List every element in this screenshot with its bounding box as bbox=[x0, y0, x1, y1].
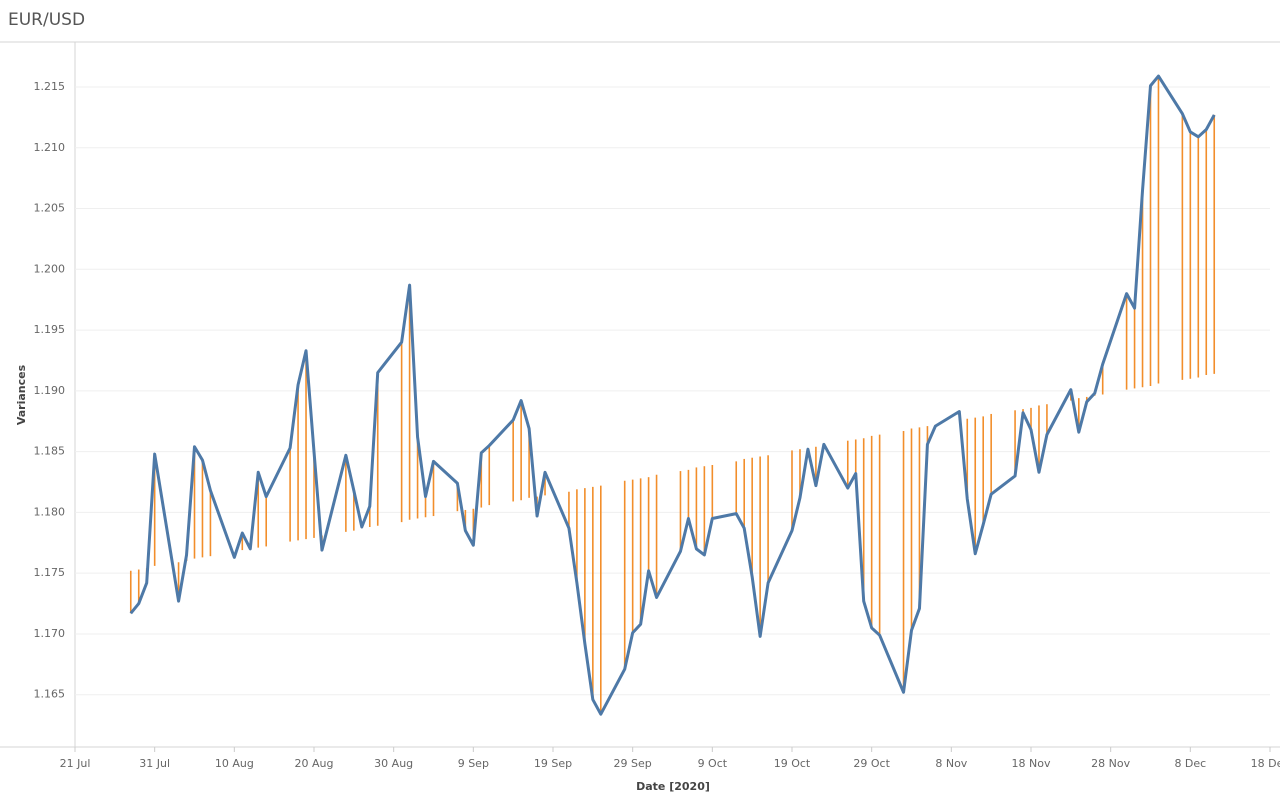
x-tick-label: 20 Aug bbox=[295, 757, 334, 770]
y-tick-label: 1.185 bbox=[34, 445, 66, 458]
x-tick-label: 29 Sep bbox=[614, 757, 652, 770]
x-tick-label: 18 Dec bbox=[1251, 757, 1280, 770]
x-tick-label: 29 Oct bbox=[853, 757, 890, 770]
y-tick-label: 1.170 bbox=[34, 627, 66, 640]
price-line bbox=[129, 74, 1216, 716]
y-axis-title: Variances bbox=[15, 364, 28, 425]
y-tick-label: 1.175 bbox=[34, 566, 66, 579]
y-tick-label: 1.190 bbox=[34, 384, 66, 397]
y-tick-label: 1.165 bbox=[34, 688, 66, 701]
x-tick-label: 31 Jul bbox=[139, 757, 170, 770]
x-tick-label: 8 Dec bbox=[1174, 757, 1206, 770]
y-tick-label: 1.215 bbox=[34, 80, 66, 93]
x-tick-label: 10 Aug bbox=[215, 757, 254, 770]
y-tick-label: 1.210 bbox=[34, 141, 66, 154]
x-tick-label: 19 Oct bbox=[774, 757, 811, 770]
x-tick-label: 8 Nov bbox=[935, 757, 967, 770]
x-axis-title: Date [2020] bbox=[636, 780, 710, 793]
x-tick-label: 19 Sep bbox=[534, 757, 572, 770]
x-tick-label: 9 Sep bbox=[458, 757, 489, 770]
x-tick-label: 9 Oct bbox=[698, 757, 728, 770]
y-tick-label: 1.195 bbox=[34, 323, 66, 336]
x-tick-label: 28 Nov bbox=[1091, 757, 1130, 770]
x-tick-label: 18 Nov bbox=[1012, 757, 1051, 770]
x-tick-label: 21 Jul bbox=[60, 757, 91, 770]
chart-title: EUR/USD bbox=[8, 10, 85, 30]
y-tick-label: 1.180 bbox=[34, 505, 66, 518]
y-tick-label: 1.200 bbox=[34, 262, 66, 275]
x-tick-label: 30 Aug bbox=[374, 757, 413, 770]
y-tick-label: 1.205 bbox=[34, 202, 66, 215]
